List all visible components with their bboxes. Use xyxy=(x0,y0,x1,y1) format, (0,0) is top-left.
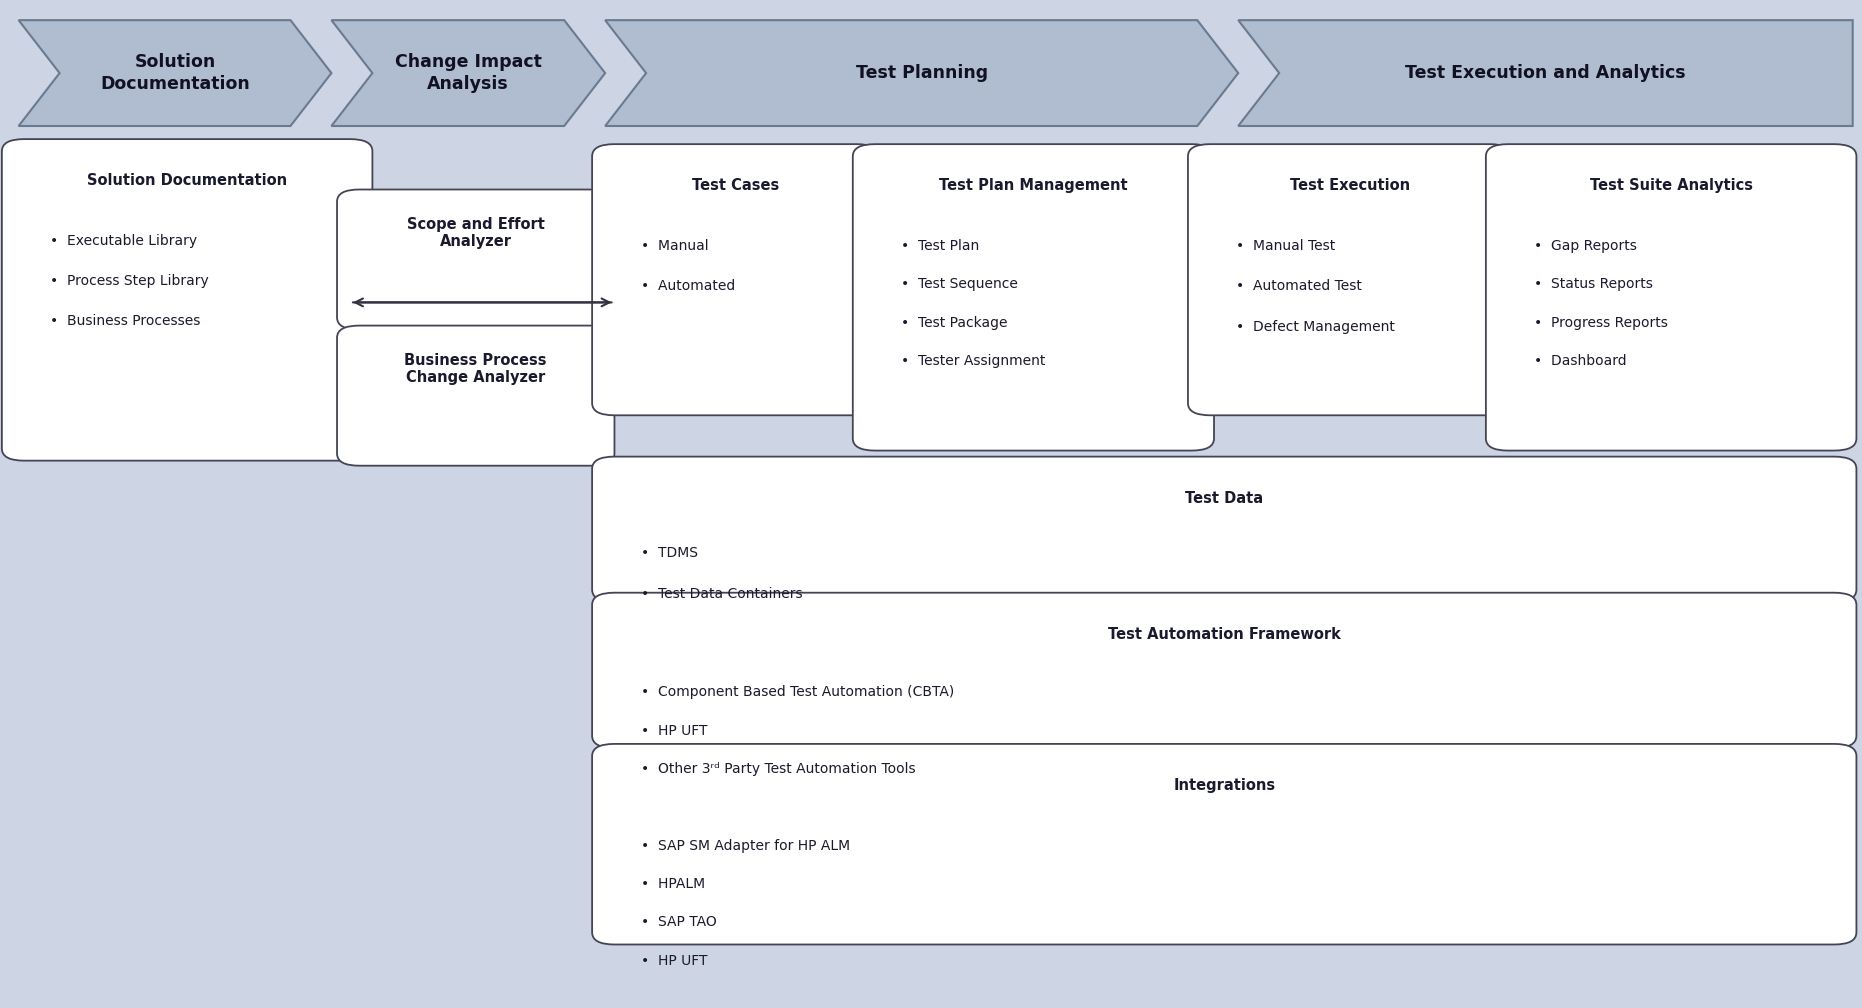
FancyBboxPatch shape xyxy=(592,593,1856,748)
Text: •  Automated: • Automated xyxy=(641,279,735,293)
FancyBboxPatch shape xyxy=(2,139,372,461)
FancyBboxPatch shape xyxy=(592,144,879,415)
Text: Test Planning: Test Planning xyxy=(857,65,987,82)
Text: •  Tester Assignment: • Tester Assignment xyxy=(901,354,1046,368)
Text: Test Suite Analytics: Test Suite Analytics xyxy=(1590,178,1752,194)
Text: Test Plan Management: Test Plan Management xyxy=(938,178,1128,194)
FancyBboxPatch shape xyxy=(337,190,614,330)
Text: •  Test Plan: • Test Plan xyxy=(901,239,979,253)
Text: •  Defect Management: • Defect Management xyxy=(1236,320,1395,334)
FancyBboxPatch shape xyxy=(337,326,614,466)
Text: Integrations: Integrations xyxy=(1173,778,1275,793)
Text: Solution
Documentation: Solution Documentation xyxy=(101,53,250,93)
Text: •  Other 3ʳᵈ Party Test Automation Tools: • Other 3ʳᵈ Party Test Automation Tools xyxy=(641,762,914,776)
Polygon shape xyxy=(331,20,605,126)
Text: Business Process
Change Analyzer: Business Process Change Analyzer xyxy=(404,353,547,385)
Text: Test Data: Test Data xyxy=(1186,491,1262,506)
FancyBboxPatch shape xyxy=(592,457,1856,602)
Text: Test Automation Framework: Test Automation Framework xyxy=(1108,627,1341,642)
Text: •  Business Processes: • Business Processes xyxy=(50,314,201,329)
Text: •  Manual: • Manual xyxy=(641,239,708,253)
FancyBboxPatch shape xyxy=(853,144,1214,451)
Text: Test Execution: Test Execution xyxy=(1290,178,1410,194)
Text: •  Component Based Test Automation (CBTA): • Component Based Test Automation (CBTA) xyxy=(641,685,953,700)
Text: •  Test Data Containers: • Test Data Containers xyxy=(641,587,803,601)
Text: •  Dashboard: • Dashboard xyxy=(1534,354,1627,368)
Text: •  Process Step Library: • Process Step Library xyxy=(50,274,209,288)
Text: •  TDMS: • TDMS xyxy=(641,546,698,560)
FancyBboxPatch shape xyxy=(1486,144,1856,451)
FancyBboxPatch shape xyxy=(1188,144,1512,415)
Text: •  Progress Reports: • Progress Reports xyxy=(1534,316,1668,330)
Text: •  Gap Reports: • Gap Reports xyxy=(1534,239,1637,253)
Text: •  SAP SM Adapter for HP ALM: • SAP SM Adapter for HP ALM xyxy=(641,839,849,853)
Polygon shape xyxy=(19,20,331,126)
Text: Test Cases: Test Cases xyxy=(693,178,778,194)
Polygon shape xyxy=(605,20,1238,126)
FancyBboxPatch shape xyxy=(592,744,1856,944)
Text: •  HPALM: • HPALM xyxy=(641,877,704,891)
Text: •  SAP TAO: • SAP TAO xyxy=(641,915,717,929)
Text: Test Execution and Analytics: Test Execution and Analytics xyxy=(1406,65,1685,82)
Text: Scope and Effort
Analyzer: Scope and Effort Analyzer xyxy=(406,217,546,249)
Polygon shape xyxy=(1238,20,1853,126)
Text: •  Manual Test: • Manual Test xyxy=(1236,239,1335,253)
Text: Change Impact
Analysis: Change Impact Analysis xyxy=(395,53,542,93)
Text: •  Automated Test: • Automated Test xyxy=(1236,279,1363,293)
Text: •  Status Reports: • Status Reports xyxy=(1534,277,1653,291)
Text: •  Test Package: • Test Package xyxy=(901,316,1007,330)
Text: Solution Documentation: Solution Documentation xyxy=(88,173,287,188)
Text: •  HP UFT: • HP UFT xyxy=(641,724,708,738)
Text: •  Executable Library: • Executable Library xyxy=(50,234,197,248)
Text: •  HP UFT: • HP UFT xyxy=(641,954,708,968)
Text: •  Test Sequence: • Test Sequence xyxy=(901,277,1019,291)
